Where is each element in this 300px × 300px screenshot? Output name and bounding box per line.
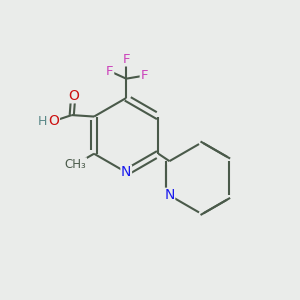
Text: CH₃: CH₃ [64,158,86,171]
Text: F: F [106,65,114,78]
Text: O: O [68,89,79,103]
Text: N: N [164,188,175,202]
Text: N: N [121,165,131,179]
Text: F: F [140,69,148,82]
Text: H: H [38,115,47,128]
Text: F: F [122,53,130,66]
Text: O: O [49,114,59,128]
